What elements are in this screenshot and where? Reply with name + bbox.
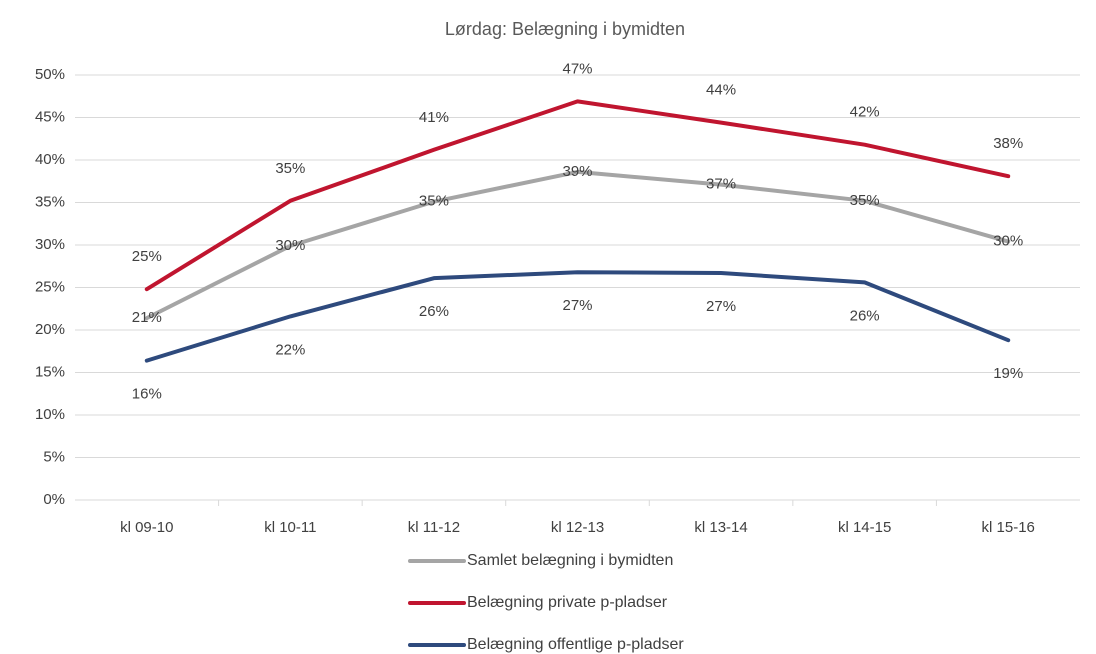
series-line (144, 169, 1011, 321)
legend-label: Belægning offentlige p-pladser (467, 636, 684, 653)
data-label: 27% (562, 297, 592, 314)
data-label: 39% (562, 163, 592, 180)
data-label: 38% (993, 135, 1023, 152)
data-label: 19% (993, 365, 1023, 382)
legend-label: Samlet belægning i bymidten (467, 552, 673, 569)
x-tick-label: kl 15-16 (982, 519, 1035, 536)
y-tick-label: 45% (35, 108, 65, 125)
x-tick-label: kl 11-12 (408, 519, 460, 536)
data-label: 42% (850, 104, 880, 121)
data-label: 25% (132, 248, 162, 265)
y-tick-label: 5% (43, 448, 65, 465)
x-tick-label: kl 12-13 (551, 519, 604, 536)
data-label: 26% (850, 307, 880, 324)
y-tick-label: 15% (35, 363, 65, 380)
data-label: 35% (850, 192, 880, 209)
y-tick-label: 10% (35, 406, 65, 423)
data-label: 16% (132, 386, 162, 403)
data-label: 47% (562, 60, 592, 77)
y-tick-label: 0% (43, 491, 65, 508)
y-tick-label: 25% (35, 278, 65, 295)
data-label: 35% (275, 160, 305, 177)
data-label: 30% (993, 233, 1023, 250)
data-label: 21% (132, 309, 162, 326)
data-label: 41% (419, 109, 449, 126)
x-tick-label: kl 13-14 (694, 519, 747, 536)
data-label: 26% (419, 303, 449, 320)
y-tick-label: 20% (35, 321, 65, 338)
chart-title: Lørdag: Belægning i bymidten (445, 19, 685, 39)
y-tick-label: 30% (35, 236, 65, 253)
y-tick-label: 40% (35, 151, 65, 168)
data-label: 35% (419, 193, 449, 210)
data-label: 37% (706, 176, 736, 193)
x-tick-label: kl 09-10 (120, 519, 173, 536)
data-label: 44% (706, 82, 736, 99)
x-tick-label: kl 14-15 (838, 519, 891, 536)
series-line (144, 270, 1011, 363)
data-label: 22% (275, 341, 305, 358)
data-label: 27% (706, 298, 736, 315)
y-tick-label: 35% (35, 193, 65, 210)
y-tick-label: 50% (35, 66, 65, 83)
series-line (144, 99, 1011, 292)
legend-label: Belægning private p-pladser (467, 594, 668, 611)
x-tick-label: kl 10-11 (264, 519, 316, 536)
data-label: 30% (275, 237, 305, 254)
